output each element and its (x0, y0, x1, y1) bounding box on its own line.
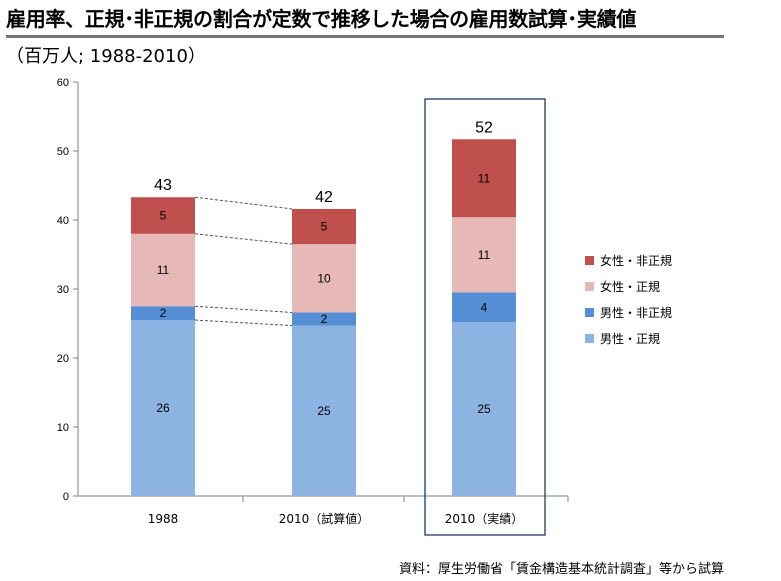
segment-value-label: 2 (321, 312, 328, 326)
y-tick-label: 10 (57, 422, 69, 434)
segment-value-label: 26 (156, 401, 170, 415)
bar-segment (131, 320, 195, 496)
y-tick-label: 50 (57, 146, 69, 158)
title-underline (6, 35, 724, 38)
x-category-label: 2010（実績） (445, 511, 524, 526)
bar-segment (452, 217, 516, 293)
legend-label: 男性・正規 (600, 331, 660, 346)
y-tick-label: 40 (57, 215, 69, 227)
y-tick-label: 60 (57, 77, 69, 89)
segment-value-label: 11 (478, 248, 491, 262)
source-note: 資料：厚生労働省「賃金構造基本統計調査」等から試算 (398, 562, 724, 577)
x-category-label: 1988 (148, 512, 179, 526)
bar-segment (131, 233, 195, 307)
bar-total-label: 43 (154, 177, 172, 194)
y-tick-label: 0 (63, 491, 69, 503)
segment-value-label: 11 (157, 263, 170, 277)
segment-value-label: 2 (160, 306, 167, 320)
legend-swatch (585, 282, 594, 291)
segment-value-label: 5 (160, 209, 167, 223)
bar-segment (131, 197, 195, 234)
connector-line (194, 319, 293, 327)
segment-value-label: 5 (321, 220, 328, 234)
connector-line (194, 196, 293, 210)
segment-value-label: 4 (481, 300, 488, 314)
x-category-label: 2010（試算値） (279, 511, 370, 526)
bar-total-label: 52 (475, 119, 493, 136)
legend-swatch (585, 334, 594, 343)
legend-label: 女性・正規 (600, 279, 660, 294)
bar-segment (131, 306, 195, 321)
bar-total-label: 42 (315, 189, 333, 206)
segment-value-label: 11 (478, 171, 491, 185)
label-layer: 1988 2010（試算値） 2010（実績）2621154325210542254… (148, 119, 524, 526)
segment-value-label: 25 (477, 402, 491, 416)
legend-swatch (585, 256, 594, 265)
y-tick-label: 20 (57, 353, 69, 365)
bar-segment (292, 312, 356, 326)
y-tick-label: 30 (57, 284, 69, 296)
bar-layer (131, 139, 516, 496)
highlight-box (424, 98, 546, 536)
chart-title: 雇用率、正規･非正規の割合が定数で推移した場合の雇用数試算･実績値 (6, 7, 637, 31)
chart-subtitle: （百万人; 1988-2010） (6, 46, 206, 67)
legend-label: 女性・非正規 (600, 253, 672, 268)
segment-value-label: 10 (317, 271, 331, 285)
connector-layer (194, 196, 293, 327)
legend-swatch (585, 308, 594, 317)
legend-label: 男性・非正規 (600, 305, 672, 320)
bar-segment (292, 244, 356, 313)
bar-segment (292, 325, 356, 496)
connector-line (194, 305, 293, 313)
bar-segment (452, 139, 516, 218)
bar-segment (292, 208, 356, 245)
connector-line (194, 233, 293, 245)
segment-value-label: 25 (317, 404, 331, 418)
bar-segment (452, 322, 516, 496)
bar-segment (452, 292, 516, 323)
